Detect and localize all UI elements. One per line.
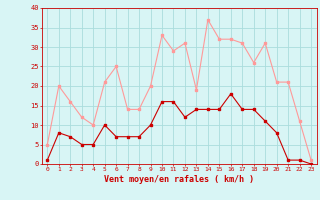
X-axis label: Vent moyen/en rafales ( km/h ): Vent moyen/en rafales ( km/h ) (104, 175, 254, 184)
